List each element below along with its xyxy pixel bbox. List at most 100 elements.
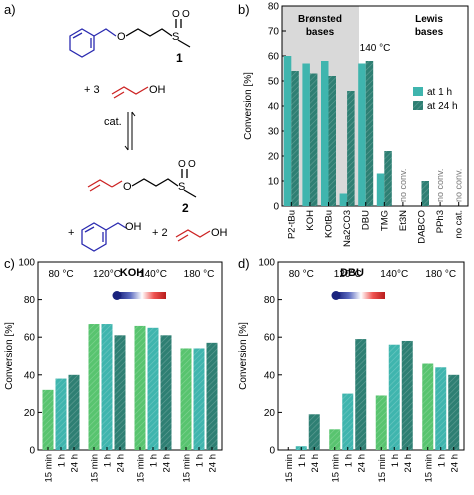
panel-label-d: d) [238, 256, 250, 271]
compound-2-structure [87, 169, 197, 198]
y-axis-label: Conversion [%] [243, 72, 254, 140]
bar-24h-DBU-hatch [365, 61, 374, 206]
benzyl-oh-bond [105, 222, 127, 231]
compound-2-label: 2 [182, 201, 189, 215]
reagent-coefficient: + 3 [84, 84, 100, 96]
allyl-group [87, 179, 113, 188]
forward-arrowhead [124, 145, 129, 151]
x-tick-label: 24 h [208, 454, 219, 473]
benzene-ring-2 [81, 222, 107, 252]
catalyst-label: cat. [104, 116, 122, 128]
bar-140°C-15 min-hatch [134, 325, 146, 450]
allyl-to-o-bond [111, 180, 123, 188]
temperature-label: 80 °C [48, 269, 73, 280]
y-tick-label: 60 [24, 333, 36, 344]
bar-140°C-24 h-hatch [160, 335, 172, 450]
y-tick-label: 40 [268, 102, 280, 113]
y-tick-label: 50 [268, 77, 280, 88]
x-tick-label: 24 h [310, 454, 321, 473]
allyl-alcohol-chain [111, 86, 149, 95]
no-conversion-label: no conv. [398, 169, 408, 202]
bar-140°C-24 h-hatch [401, 340, 413, 450]
temperature-gradient-c [118, 292, 166, 299]
y-tick-label: 40 [264, 370, 276, 381]
bar-180 °C-1 h-hatch [193, 348, 205, 450]
ethyl-chain-2 [131, 178, 179, 187]
product-plus: + [68, 227, 74, 239]
s-methyl-bond [177, 39, 191, 48]
bar-1h-DBU [358, 63, 366, 206]
x-tick-label: 15 min [330, 454, 341, 483]
legend-label-1h: at 1 h [427, 87, 452, 98]
plot-frame [37, 261, 223, 451]
x-tick-label: 24 h [162, 454, 173, 473]
y-tick-label: 60 [264, 333, 276, 344]
x-tick-label: 1 h [149, 454, 160, 467]
bar-180 °C-15 min-hatch [422, 363, 434, 450]
no-conversion-label: no conv. [435, 169, 445, 202]
sulfonyl-o-2b: O [188, 159, 196, 170]
y-axis-label: Conversion [%] [238, 322, 249, 390]
bar-120°C-24 h-hatch [355, 339, 367, 450]
reagent-oh: OH [149, 84, 166, 96]
bar-180 °C-24 h-hatch [448, 374, 460, 450]
legend: at 1 h at 24 h [413, 87, 458, 112]
plot-frame [277, 261, 465, 451]
bar-80 °C-24 h-hatch [308, 414, 320, 450]
bar-140°C-1 h-hatch [388, 344, 400, 450]
allyl-alcohol-chain-2 [175, 229, 211, 238]
temperature-label: 120°C [334, 269, 362, 280]
x-tick-label: TMG [379, 210, 390, 231]
y-tick-label: 0 [269, 446, 275, 457]
bar-24h-DABCO-hatch [421, 181, 429, 206]
x-tick-label: 1 h [390, 454, 401, 467]
temperature-label: 140°C [380, 269, 408, 280]
x-tick-label: 24 h [356, 454, 367, 473]
temperature-label: 80 °C [289, 269, 314, 280]
y-tick-label: 0 [273, 202, 279, 213]
y-tick-label: 80 [24, 295, 36, 306]
bar-140°C-15 min-hatch [375, 395, 387, 450]
x-tick-label: 15 min [136, 454, 147, 483]
benzene-ring [69, 28, 95, 58]
y-tick-label: 70 [268, 27, 280, 38]
y-axis-label: Conversion [%] [4, 322, 15, 390]
panel-label-c: c) [4, 256, 15, 271]
bar-140°C-1 h-hatch [147, 327, 159, 450]
y-tick-label: 10 [268, 177, 280, 188]
temperature-label: 140 °C [360, 43, 391, 54]
panel-b-chart: Brønsted bases Lewis bases 140 °C at 1 h… [243, 2, 469, 247]
bar-24h-KOH-hatch [309, 73, 318, 206]
y-tick-label: 100 [18, 258, 35, 269]
x-tick-label: PPh3 [435, 210, 446, 233]
temperature-label: 180 °C [425, 269, 456, 280]
y-tick-label: 20 [24, 408, 36, 419]
s-methyl-bond-2 [183, 189, 197, 198]
bronsted-label-line1: Brønsted [298, 14, 342, 25]
allyl-double-bond [113, 91, 125, 99]
bar-1h-KOtBu [321, 61, 329, 206]
bronsted-label-line2: bases [306, 27, 335, 38]
backward-arrowhead [131, 111, 136, 117]
legend-label-24h: at 24 h [427, 101, 458, 112]
y-tick-label: 60 [268, 52, 280, 63]
bar-1h-TMG [376, 173, 385, 206]
sulfur-1: S [172, 31, 179, 43]
x-tick-label: 24 h [449, 454, 460, 473]
x-tick-label: 1 h [297, 454, 308, 467]
panel-d-title: DBU [340, 267, 364, 279]
lewis-label-line2: bases [415, 27, 444, 38]
y-tick-label: 0 [29, 446, 35, 457]
y-tick-label: 100 [258, 258, 275, 269]
sulfonyl-o-1a: O [172, 9, 180, 20]
y-tick-label: 20 [268, 152, 280, 163]
bar-1h-P2-tBu [283, 56, 292, 206]
x-tick-label: 24 h [403, 454, 414, 473]
x-tick-label: 15 min [423, 454, 434, 483]
y-tick-label: 30 [268, 127, 280, 138]
compound-1-structure [69, 19, 191, 58]
thermometer-bulb-d [331, 291, 341, 300]
panel-c-chart: KOH 0 20 40 60 80 100 Conversion [%] 80 °C 15 mi… [4, 258, 223, 483]
bar-80 °C-24 h-hatch [68, 374, 80, 450]
x-tick-label: Na2CO3 [342, 210, 353, 247]
